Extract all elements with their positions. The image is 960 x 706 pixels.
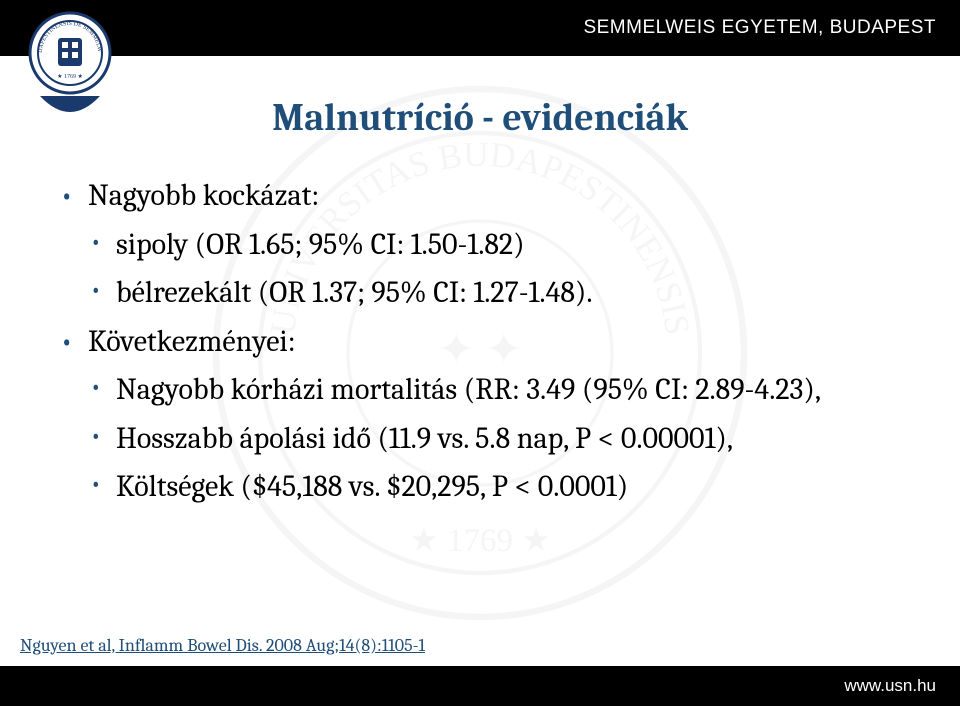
bullet-level1: Következményei: <box>60 322 900 363</box>
bullet-level2: bélrezekált (OR 1.37; 95% CI: 1.27-1.48)… <box>60 273 900 314</box>
bullet-level1: Nagyobb kockázat: <box>60 176 900 217</box>
bullet-list: Nagyobb kockázat: sipoly (OR 1.65; 95% C… <box>60 176 900 508</box>
bullet-level2: sipoly (OR 1.65; 95% CI: 1.50-1.82) <box>60 225 900 266</box>
svg-text:★ 1769 ★: ★ 1769 ★ <box>409 523 551 559</box>
header-bar: SEMMELWEIS EGYETEM, BUDAPEST <box>0 0 960 56</box>
citation-reference: Nguyen et al, Inflamm Bowel Dis. 2008 Au… <box>20 635 425 656</box>
slide-content: Malnutríció - evidenciák Nagyobb kockáza… <box>0 56 960 508</box>
university-name: SEMMELWEIS EGYETEM, BUDAPEST <box>583 17 936 39</box>
bullet-level2: Nagyobb kórházi mortalitás (RR: 3.49 (95… <box>60 370 900 411</box>
footer-bar: www.usn.hu <box>0 666 960 706</box>
footer-url: www.usn.hu <box>844 676 936 696</box>
bullet-level2: Költségek ($45,188 vs. $20,295, P < 0.00… <box>60 467 900 508</box>
slide-title: Malnutríció - evidenciák <box>60 96 900 140</box>
bullet-level2: Hosszabb ápolási idő (11.9 vs. 5.8 nap, … <box>60 419 900 460</box>
